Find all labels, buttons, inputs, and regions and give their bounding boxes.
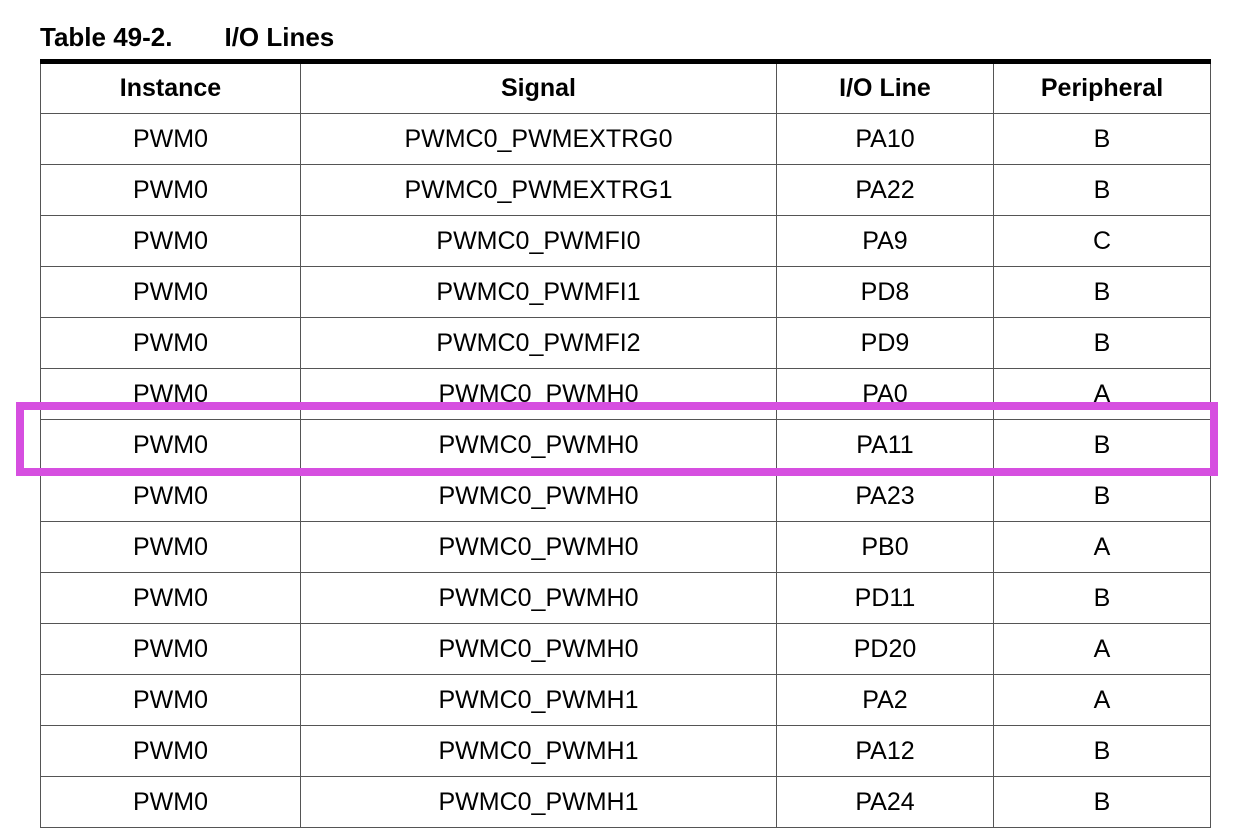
- cell-peripheral: B: [993, 164, 1211, 216]
- table-row: PWM0 PWMC0_PWMEXTRG0 PA10 B: [40, 113, 1211, 165]
- io-lines-table: Instance Signal I/O Line Peripheral PWM0…: [40, 59, 1211, 828]
- table-body: PWM0 PWMC0_PWMEXTRG0 PA10 B PWM0 PWMC0_PWMEXT…: [40, 113, 1211, 828]
- column-header-peripheral: Peripheral: [993, 61, 1211, 114]
- cell-io-line: PA2: [776, 674, 994, 726]
- cell-signal: PWMC0_PWMH1: [300, 725, 777, 777]
- cell-io-line: PA11: [776, 419, 994, 471]
- cell-peripheral: B: [993, 317, 1211, 369]
- cell-io-line: PA12: [776, 725, 994, 777]
- cell-instance: PWM0: [40, 623, 301, 675]
- cell-signal: PWMC0_PWMFI2: [300, 317, 777, 369]
- header-row: Instance Signal I/O Line Peripheral: [40, 61, 1211, 114]
- cell-io-line: PB0: [776, 521, 994, 573]
- cell-peripheral: B: [993, 725, 1211, 777]
- table-title: I/O Lines: [224, 22, 335, 52]
- table-row: PWM0 PWMC0_PWMEXTRG1 PA22 B: [40, 164, 1211, 216]
- cell-instance: PWM0: [40, 113, 301, 165]
- cell-io-line: PD9: [776, 317, 994, 369]
- cell-instance: PWM0: [40, 572, 301, 624]
- cell-peripheral: A: [993, 623, 1211, 675]
- cell-io-line: PD8: [776, 266, 994, 318]
- cell-io-line: PA9: [776, 215, 994, 267]
- cell-signal: PWMC0_PWMEXTRG1: [300, 164, 777, 216]
- cell-signal: PWMC0_PWMH0: [300, 521, 777, 573]
- cell-instance: PWM0: [40, 521, 301, 573]
- cell-peripheral: B: [993, 113, 1211, 165]
- cell-io-line: PA22: [776, 164, 994, 216]
- table-row: PWM0 PWMC0_PWMFI1 PD8 B: [40, 266, 1211, 318]
- cell-peripheral: B: [993, 419, 1211, 471]
- cell-signal: PWMC0_PWMFI1: [300, 266, 777, 318]
- cell-peripheral: A: [993, 674, 1211, 726]
- cell-instance: PWM0: [40, 419, 301, 471]
- table-row: PWM0 PWMC0_PWMH0 PA23 B: [40, 470, 1211, 522]
- cell-signal: PWMC0_PWMH0: [300, 470, 777, 522]
- cell-signal: PWMC0_PWMH0: [300, 623, 777, 675]
- cell-peripheral: C: [993, 215, 1211, 267]
- table-row: PWM0 PWMC0_PWMH0 PB0 A: [40, 521, 1211, 573]
- cell-instance: PWM0: [40, 266, 301, 318]
- table-number: Table 49-2.: [40, 22, 173, 52]
- cell-signal: PWMC0_PWMEXTRG0: [300, 113, 777, 165]
- table-row: PWM0 PWMC0_PWMH0 PD11 B: [40, 572, 1211, 624]
- cell-instance: PWM0: [40, 674, 301, 726]
- column-header-signal: Signal: [300, 61, 777, 114]
- table-row: PWM0 PWMC0_PWMH1 PA2 A: [40, 674, 1211, 726]
- cell-peripheral: B: [993, 572, 1211, 624]
- cell-io-line: PD11: [776, 572, 994, 624]
- cell-signal: PWMC0_PWMH1: [300, 674, 777, 726]
- table-row: PWM0 PWMC0_PWMFI2 PD9 B: [40, 317, 1211, 369]
- cell-peripheral: B: [993, 266, 1211, 318]
- cell-instance: PWM0: [40, 368, 301, 420]
- cell-signal: PWMC0_PWMH0: [300, 419, 777, 471]
- cell-instance: PWM0: [40, 317, 301, 369]
- cell-instance: PWM0: [40, 776, 301, 828]
- cell-io-line: PA24: [776, 776, 994, 828]
- column-header-io-line: I/O Line: [776, 61, 994, 114]
- cell-io-line: PD20: [776, 623, 994, 675]
- cell-io-line: PA23: [776, 470, 994, 522]
- cell-instance: PWM0: [40, 164, 301, 216]
- table-row: PWM0 PWMC0_PWMH1 PA12 B: [40, 725, 1211, 777]
- cell-peripheral: A: [993, 368, 1211, 420]
- cell-peripheral: B: [993, 776, 1211, 828]
- cell-peripheral: B: [993, 470, 1211, 522]
- cell-signal: PWMC0_PWMH1: [300, 776, 777, 828]
- table-caption: Table 49-2. I/O Lines: [40, 22, 334, 53]
- cell-io-line: PA10: [776, 113, 994, 165]
- cell-signal: PWMC0_PWMFI0: [300, 215, 777, 267]
- cell-signal: PWMC0_PWMH0: [300, 572, 777, 624]
- cell-instance: PWM0: [40, 470, 301, 522]
- table-row: PWM0 PWMC0_PWMH0 PD20 A: [40, 623, 1211, 675]
- cell-peripheral: A: [993, 521, 1211, 573]
- table-row: PWM0 PWMC0_PWMFI0 PA9 C: [40, 215, 1211, 267]
- cell-instance: PWM0: [40, 725, 301, 777]
- table-row: PWM0 PWMC0_PWMH0 PA0 A: [40, 368, 1211, 420]
- table-row: PWM0 PWMC0_PWMH0 PA11 B: [40, 419, 1211, 471]
- cell-instance: PWM0: [40, 215, 301, 267]
- cell-signal: PWMC0_PWMH0: [300, 368, 777, 420]
- table-row: PWM0 PWMC0_PWMH1 PA24 B: [40, 776, 1211, 828]
- column-header-instance: Instance: [40, 61, 301, 114]
- cell-io-line: PA0: [776, 368, 994, 420]
